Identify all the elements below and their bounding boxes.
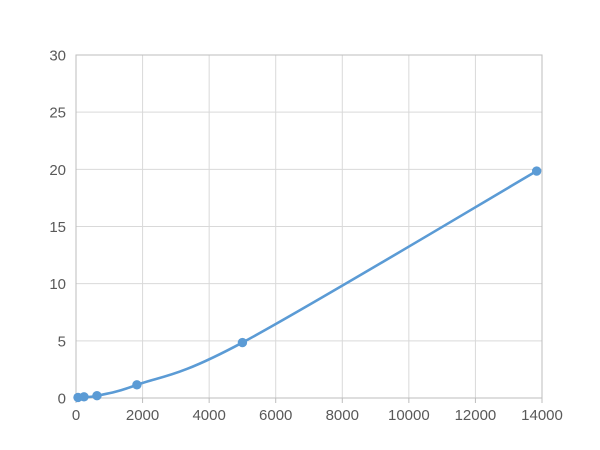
- x-axis-labels: 0 2000 4000 6000 8000 10000 12000 14000: [72, 407, 563, 424]
- y-tick-label: 30: [49, 48, 66, 65]
- y-tick-label: 5: [58, 333, 66, 350]
- plot-border: [75, 54, 543, 399]
- series-markers: [73, 166, 542, 403]
- data-point-marker: [92, 391, 102, 401]
- data-point-marker: [79, 392, 89, 402]
- x-axis-ticks: [75, 398, 543, 403]
- series-line: [76, 169, 538, 399]
- y-tick-label: 15: [49, 219, 66, 236]
- y-tick-label: 0: [58, 391, 66, 408]
- grid-lines: [75, 54, 543, 399]
- y-axis-labels: 0 5 10 15 20 25 30: [49, 48, 66, 408]
- data-point-marker: [531, 166, 542, 176]
- y-tick-label: 20: [49, 162, 66, 179]
- x-tick-label: 10000: [388, 407, 430, 424]
- data-point-marker: [237, 337, 248, 348]
- y-tick-label: 25: [49, 105, 66, 122]
- y-tick-label: 10: [49, 276, 66, 293]
- x-tick-label: 12000: [455, 407, 497, 424]
- x-tick-label: 8000: [326, 407, 359, 424]
- data-point-marker: [132, 380, 142, 390]
- x-tick-label: 4000: [192, 407, 225, 424]
- x-tick-label: 6000: [259, 407, 292, 424]
- x-tick-label: 2000: [126, 407, 159, 424]
- x-tick-label: 14000: [521, 407, 563, 424]
- x-tick-label: 0: [72, 407, 80, 424]
